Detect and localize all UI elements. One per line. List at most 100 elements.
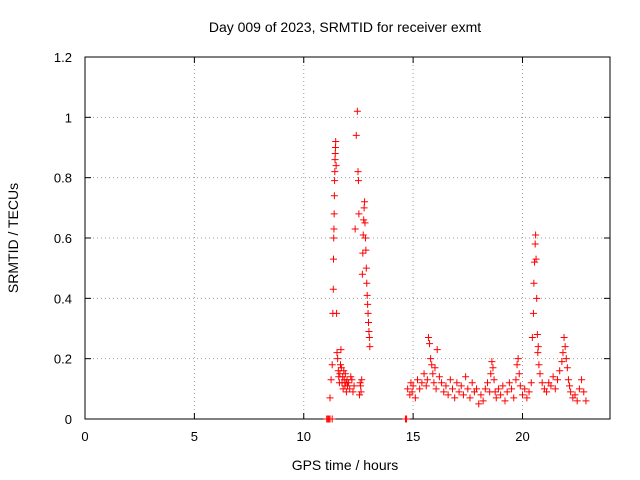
data-point: [424, 334, 432, 342]
data-point: [340, 367, 348, 375]
data-point: [361, 234, 369, 242]
data-point: [497, 391, 505, 399]
data-point: [563, 364, 571, 372]
data-point: [462, 373, 470, 381]
data-point: [494, 385, 502, 393]
data-point: [543, 388, 551, 396]
data-point: [356, 391, 364, 399]
data-point: [431, 364, 439, 372]
data-point: [531, 258, 539, 266]
plot-frame: [84, 56, 611, 420]
data-point: [528, 334, 536, 342]
data-point: [326, 394, 334, 402]
data-point: [453, 379, 461, 387]
data-point: [549, 373, 557, 381]
data-point: [330, 225, 338, 233]
data-point: [487, 370, 495, 378]
data-point: [333, 309, 341, 317]
data-point: [489, 364, 497, 372]
data-point: [440, 388, 448, 396]
data-point: [348, 376, 356, 384]
data-point: [330, 234, 338, 242]
data-point: [430, 379, 438, 387]
data-point: [433, 346, 441, 354]
data-point: [365, 328, 373, 336]
x-tick-label: 15: [406, 429, 420, 444]
data-point: [561, 343, 569, 351]
data-point: [525, 388, 533, 396]
data-point: [438, 379, 446, 387]
data-point: [578, 376, 586, 384]
data-point: [327, 376, 335, 384]
data-point: [330, 192, 338, 200]
data-point: [468, 379, 476, 387]
data-point: [423, 376, 431, 384]
data-point: [513, 361, 521, 369]
data-point: [442, 382, 450, 390]
data-point: [551, 385, 559, 393]
y-tick-label: 0.8: [54, 171, 72, 186]
data-point: [363, 279, 371, 287]
x-tick-label: 20: [515, 429, 529, 444]
data-point: [580, 388, 588, 396]
data-point: [346, 385, 354, 393]
data-point: [360, 216, 368, 224]
data-point: [347, 373, 355, 381]
data-point: [505, 379, 513, 387]
y-tick-label: 1: [65, 110, 72, 125]
data-point: [333, 349, 341, 357]
data-point: [435, 373, 443, 381]
data-point: [428, 361, 436, 369]
data-point: [567, 388, 575, 396]
data-point: [341, 370, 349, 378]
data-point: [420, 370, 428, 378]
data-point: [530, 279, 538, 287]
y-axis-label: SRMTID / TECUs: [5, 183, 21, 293]
data-point: [475, 400, 483, 408]
data-point: [459, 391, 467, 399]
data-point: [573, 397, 581, 405]
data-point: [479, 397, 487, 405]
data-point: [538, 379, 546, 387]
data-point: [536, 370, 544, 378]
y-tick-label: 1.2: [54, 50, 72, 65]
data-point: [449, 385, 456, 393]
data-point: [332, 137, 340, 145]
data-point: [409, 382, 417, 390]
data-point: [534, 349, 542, 357]
data-point: [365, 334, 373, 342]
data-point: [575, 385, 583, 393]
data-point: [566, 382, 574, 390]
data-point: [464, 385, 472, 393]
data-point: [501, 397, 509, 405]
data-point: [455, 388, 463, 396]
y-tick-label: 0.6: [54, 231, 72, 246]
data-point: [534, 343, 542, 351]
data-point: [533, 331, 541, 339]
data-point: [364, 300, 372, 308]
data-point: [512, 376, 520, 384]
data-point: [357, 388, 365, 396]
data-point: [477, 391, 485, 399]
data-point: [328, 361, 336, 369]
data-point: [457, 382, 465, 390]
data-point: [366, 343, 374, 351]
data-point: [354, 177, 362, 185]
x-axis-label: GPS time / hours: [292, 457, 399, 473]
data-point: [404, 385, 412, 393]
data-point: [350, 382, 358, 390]
data-point: [349, 388, 357, 396]
data-point: [408, 388, 416, 396]
data-point: [352, 131, 360, 139]
data-point: [554, 376, 561, 384]
data-point: [562, 355, 570, 363]
data-point: [444, 391, 452, 399]
y-tick-label: 0.4: [54, 291, 72, 306]
x-tick-label: 0: [81, 429, 88, 444]
data-point: [329, 285, 337, 293]
data-point: [535, 361, 543, 369]
data-point: [362, 246, 370, 254]
ticks: 0 0.2 0.4 0.6 0.8 1 1.2 0 5 10 15 20: [54, 50, 610, 444]
data-point: [330, 255, 337, 263]
x-tick-label: 10: [297, 429, 311, 444]
